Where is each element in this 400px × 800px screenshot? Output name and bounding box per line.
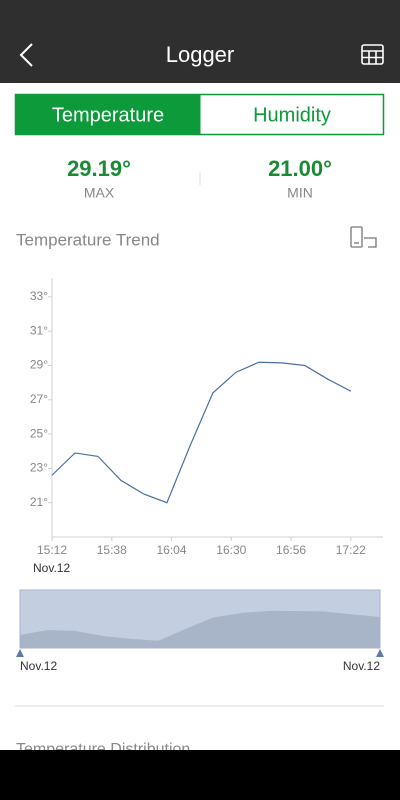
min-label: MIN	[287, 185, 313, 201]
x-tick-label: 15:12	[37, 543, 67, 557]
tab-label[interactable]: Temperature	[52, 104, 164, 126]
x-tick-label: 16:56	[276, 543, 306, 557]
navigator-handle[interactable]	[16, 649, 24, 657]
chart: 21° 23° 25° 27° 29° 31° 33° 15:12 15:38 16:04 16:3…	[16, 278, 384, 673]
navigator-area	[20, 610, 380, 648]
system-nav-bar	[0, 750, 400, 800]
screen-title: Logger	[166, 42, 235, 67]
x-tick-label: 15:38	[97, 543, 127, 557]
table-button[interactable]	[361, 44, 384, 65]
x-tick-label: 16:30	[216, 543, 246, 557]
section-title: Temperature Trend	[16, 230, 160, 249]
max-value: 29.19°	[67, 156, 131, 181]
back-button[interactable]	[19, 43, 33, 67]
navigator-label: Nov.12	[343, 659, 380, 673]
top-bar	[0, 0, 400, 83]
y-tick-label: 29°	[30, 358, 48, 372]
navigator-handle[interactable]	[376, 649, 384, 657]
x-tick-label: 17:22	[336, 543, 366, 557]
y-tick-label: 23°	[30, 461, 48, 475]
tab-label[interactable]: Humidity	[253, 104, 331, 126]
max-label: MAX	[84, 185, 115, 201]
y-tick-label: 33°	[30, 289, 48, 303]
tab-active[interactable]	[15, 94, 201, 135]
navigator-label: Nov.12	[20, 659, 57, 673]
min-value: 21.00°	[268, 156, 332, 181]
line	[51, 361, 352, 504]
y-tick-label: 27°	[30, 392, 48, 406]
y-tick-label: 25°	[30, 426, 48, 440]
date-label: Nov.12	[33, 561, 70, 575]
x-tick-label: 16:04	[157, 543, 187, 557]
y-tick-label: 31°	[30, 323, 48, 337]
rotate-button[interactable]	[350, 226, 377, 248]
y-tick-label: 21°	[30, 495, 48, 509]
